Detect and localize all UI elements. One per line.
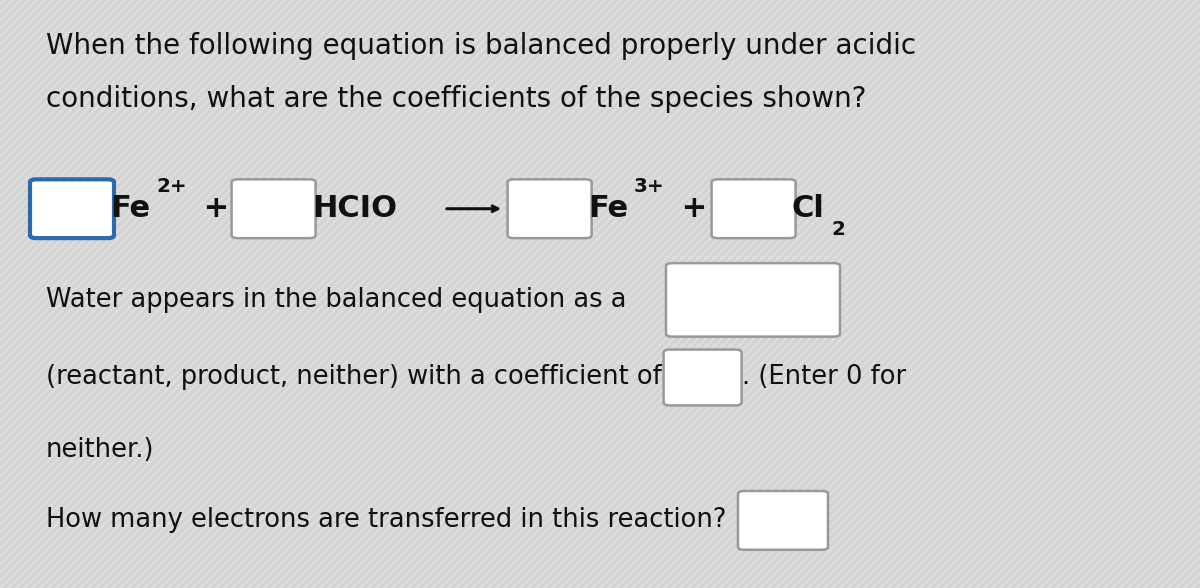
Text: How many electrons are transferred in this reaction?: How many electrons are transferred in th… [46, 507, 726, 533]
Text: . (Enter 0 for: . (Enter 0 for [742, 365, 906, 390]
Text: +: + [193, 194, 229, 223]
FancyBboxPatch shape [30, 179, 114, 238]
FancyBboxPatch shape [712, 179, 796, 238]
Text: 2+: 2+ [156, 177, 187, 196]
Text: neither.): neither.) [46, 437, 154, 463]
FancyBboxPatch shape [664, 349, 742, 406]
FancyBboxPatch shape [508, 179, 592, 238]
Text: (reactant, product, neither) with a coefficient of: (reactant, product, neither) with a coef… [46, 365, 661, 390]
Text: 3+: 3+ [634, 177, 665, 196]
Text: Cl: Cl [792, 194, 824, 223]
Text: When the following equation is balanced properly under acidic: When the following equation is balanced … [46, 32, 916, 61]
Text: 2: 2 [832, 220, 846, 239]
FancyBboxPatch shape [738, 491, 828, 550]
Text: Fe: Fe [110, 194, 150, 223]
Text: Water appears in the balanced equation as a: Water appears in the balanced equation a… [46, 287, 626, 313]
FancyBboxPatch shape [666, 263, 840, 336]
Text: HCIO: HCIO [312, 194, 397, 223]
Text: +: + [671, 194, 707, 223]
Text: Fe: Fe [588, 194, 628, 223]
Text: conditions, what are the coefficients of the species shown?: conditions, what are the coefficients of… [46, 85, 866, 113]
FancyBboxPatch shape [232, 179, 316, 238]
